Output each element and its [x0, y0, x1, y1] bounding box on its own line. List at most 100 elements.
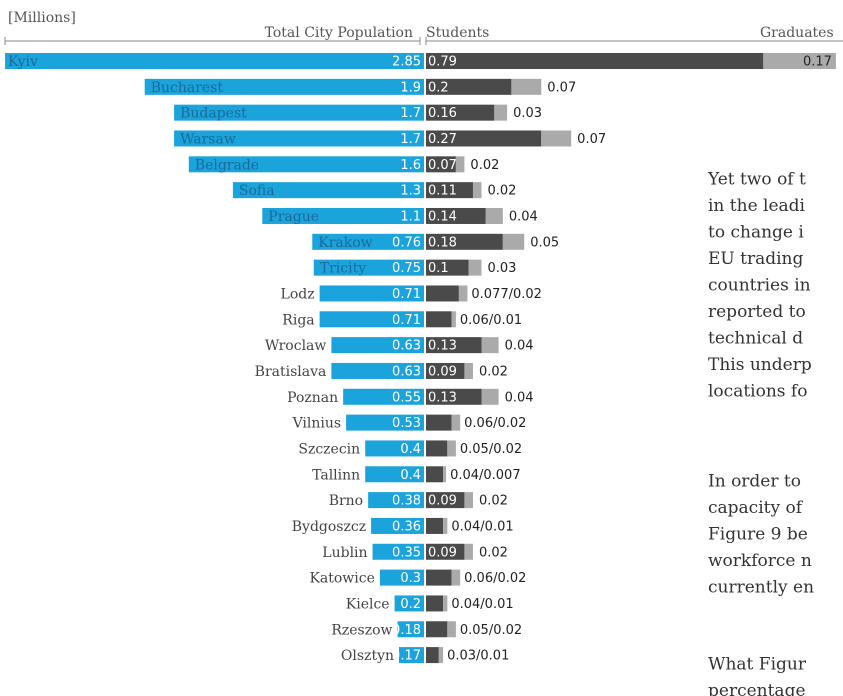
body-line: in the leadi	[708, 196, 806, 216]
city-label: Krakow	[318, 235, 372, 251]
population-label: 0.4	[400, 442, 421, 457]
students-bar	[426, 53, 764, 69]
graduates-bar	[481, 337, 499, 354]
students-bar	[426, 156, 456, 173]
header: Students	[426, 25, 489, 41]
body-line: Figure 9 be	[708, 525, 808, 545]
combined-label: 0.06/0.02	[464, 416, 526, 431]
body-line: EU trading	[708, 249, 804, 269]
students-label: 0.79	[428, 55, 457, 70]
students-bar	[426, 311, 452, 328]
body-line: reported to	[708, 302, 806, 322]
population-label: 1.7	[400, 106, 421, 121]
graduates-label: 0.04	[505, 390, 534, 405]
students-label: 0.1	[428, 261, 449, 276]
students-bar	[426, 440, 448, 457]
city-label: Bydgoszcz	[292, 519, 366, 535]
population-bar	[331, 337, 424, 354]
population-bar	[365, 440, 424, 457]
body-line: workforce n	[708, 551, 812, 571]
population-label: 0.55	[392, 390, 421, 405]
city-label: Brno	[329, 493, 363, 509]
graduates-label: 0.02	[479, 545, 508, 560]
graduates-bar	[438, 647, 444, 664]
students-label: 0.14	[428, 209, 457, 224]
population-bar	[379, 569, 424, 586]
students-label: 0.27	[428, 132, 457, 147]
population-bar	[368, 492, 424, 509]
graduates-label: 0.05	[530, 235, 559, 250]
students-bar	[426, 207, 486, 224]
graduates-label: 0.03	[488, 261, 517, 276]
city-label: Lodz	[281, 286, 315, 302]
graduates-bar	[443, 595, 448, 612]
population-bar	[331, 362, 424, 379]
population-bar	[174, 104, 424, 121]
population-label: 0.38	[392, 494, 421, 509]
population-label: 0.36	[392, 519, 421, 534]
population-label: 0.17	[392, 649, 421, 664]
population-bar	[319, 285, 424, 302]
graduates-label: 0.07	[547, 80, 576, 95]
population-bar	[371, 517, 424, 534]
students-label: 0.09	[428, 364, 457, 379]
graduates-label: 0.07	[577, 132, 606, 147]
students-label: 0.18	[428, 235, 457, 250]
students-bar	[426, 414, 452, 431]
city-label: Kielce	[346, 596, 390, 612]
population-label: 0.18	[392, 623, 421, 638]
students-label: 0.09	[428, 545, 457, 560]
unit-label: [Millions]	[8, 10, 76, 26]
city-label: Bratislava	[255, 364, 327, 380]
population-label: 0.71	[392, 287, 421, 302]
combined-label: 0.04/0.007	[450, 468, 521, 483]
population-label: 0.76	[392, 235, 421, 250]
graduates-label: 0.03	[513, 106, 542, 121]
students-bar	[426, 259, 469, 276]
students-label: 0.09	[428, 494, 457, 509]
graduates-bar	[485, 207, 503, 224]
population-bar	[262, 207, 424, 224]
students-bar	[426, 130, 542, 147]
students-bar	[426, 337, 482, 354]
graduates-bar	[511, 78, 542, 95]
city-label: Budapest	[180, 106, 247, 122]
city-label: Olsztyn	[341, 648, 394, 664]
city-label: Prague	[268, 209, 319, 225]
header: Total City Population	[265, 25, 413, 41]
city-label: Sofia	[239, 183, 275, 199]
body-line: In order to	[708, 472, 801, 492]
city-label: Riga	[282, 312, 314, 328]
graduates-label: 0.04	[509, 209, 538, 224]
population-label: 0.4	[400, 468, 421, 483]
population-label: 0.2	[400, 597, 421, 612]
body-line: locations fo	[708, 382, 807, 402]
body-line: percentage	[708, 681, 806, 696]
population-label: 0.3	[400, 571, 421, 586]
graduates-bar	[468, 259, 482, 276]
population-label: 0.75	[392, 261, 421, 276]
graduates-bar	[494, 104, 508, 121]
students-bar	[426, 362, 465, 379]
population-bar	[397, 621, 424, 638]
students-bar	[426, 595, 444, 612]
graduates-label: 0.02	[479, 364, 508, 379]
header-rules	[4, 37, 843, 45]
population-bar	[188, 156, 424, 173]
graduates-bar	[455, 156, 465, 173]
graduates-bar	[451, 569, 461, 586]
graduates-label: 0.02	[479, 494, 508, 509]
population-bar	[346, 414, 424, 431]
city-label: Vilnius	[292, 416, 342, 432]
body-line: Yet two of t	[707, 170, 806, 190]
students-bar	[426, 466, 444, 483]
population-label: 1.6	[400, 158, 421, 173]
graduates-bar	[481, 388, 499, 405]
population-label: 2.85	[392, 55, 421, 70]
city-label: Warsaw	[180, 131, 236, 147]
graduates-bar	[447, 621, 456, 638]
students-bar	[426, 78, 512, 95]
graduates-bar	[502, 233, 525, 250]
population-bar	[343, 388, 424, 405]
population-bar	[372, 543, 424, 560]
